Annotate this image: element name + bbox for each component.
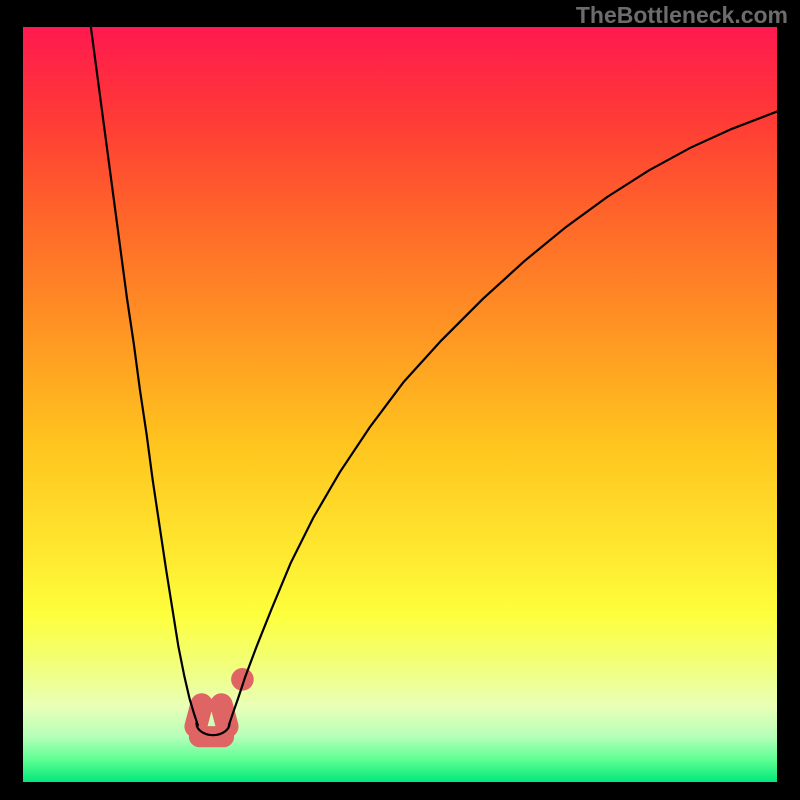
chart-container: TheBottleneck.com	[0, 0, 800, 800]
plot-area	[23, 27, 777, 782]
watermark-text: TheBottleneck.com	[576, 2, 788, 29]
gradient-background	[23, 27, 777, 782]
